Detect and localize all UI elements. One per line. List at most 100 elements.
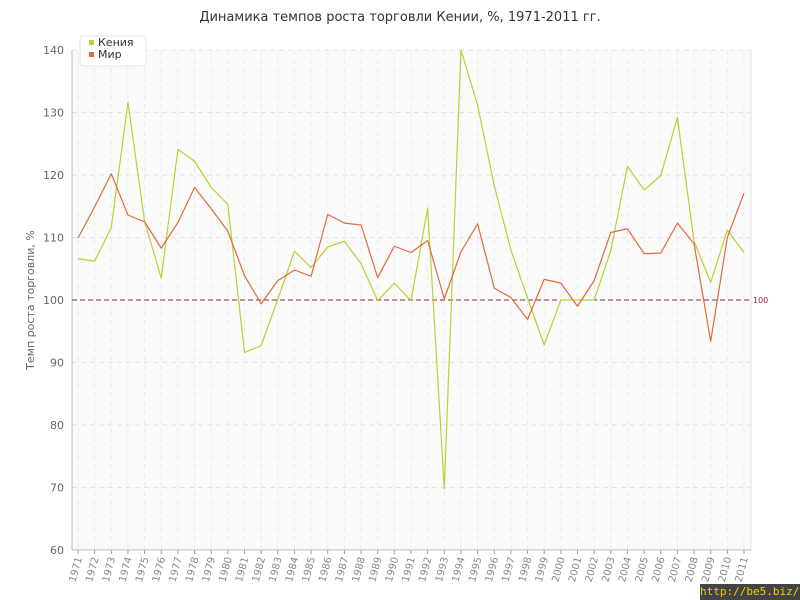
data-point <box>343 222 345 224</box>
legend-box <box>79 35 147 67</box>
x-tick-label: 1990 <box>384 556 401 583</box>
y-tick-label: 70 <box>50 482 64 495</box>
data-point <box>193 186 195 188</box>
x-tick-label: 2010 <box>717 556 734 583</box>
data-point <box>676 116 678 118</box>
x-tick-label: 1989 <box>367 556 384 583</box>
data-point <box>610 249 612 251</box>
x-tick-label: 1998 <box>517 556 534 583</box>
data-point <box>476 104 478 106</box>
data-point <box>560 282 562 284</box>
data-point <box>310 275 312 277</box>
data-point <box>560 299 562 301</box>
data-point <box>626 228 628 230</box>
data-point <box>693 243 695 245</box>
data-point <box>576 305 578 307</box>
data-point <box>293 269 295 271</box>
x-tick-label: 1988 <box>351 556 368 583</box>
data-point <box>160 277 162 279</box>
x-tick-label: 2001 <box>567 556 584 583</box>
data-point <box>210 208 212 210</box>
chart-title: Динамика темпов роста торговли Кении, %,… <box>199 10 601 25</box>
x-tick-label: 2004 <box>617 556 634 583</box>
legend-swatch <box>89 52 94 57</box>
x-tick-label: 1978 <box>184 556 201 583</box>
x-tick-label: 1995 <box>467 556 484 583</box>
x-tick-label: 2009 <box>700 556 717 583</box>
data-point <box>743 192 745 194</box>
data-point <box>327 213 329 215</box>
data-point <box>710 281 712 283</box>
data-point <box>743 251 745 253</box>
data-point <box>93 260 95 262</box>
x-tick-label: 1984 <box>284 556 301 583</box>
y-tick-label: 60 <box>50 544 64 557</box>
data-point <box>127 214 129 216</box>
data-point <box>526 297 528 299</box>
y-tick-label: 130 <box>43 107 64 120</box>
series-line-kenya <box>77 49 745 490</box>
data-point <box>360 263 362 265</box>
x-tick-label: 2011 <box>734 556 751 583</box>
data-point <box>726 229 728 231</box>
data-point <box>343 240 345 242</box>
x-tick-label: 1973 <box>101 556 118 583</box>
data-point <box>127 101 129 103</box>
data-point <box>593 299 595 301</box>
data-point <box>210 186 212 188</box>
data-point <box>260 303 262 305</box>
data-point <box>526 318 528 320</box>
data-point <box>610 231 612 233</box>
x-tick-label: 1977 <box>168 556 185 583</box>
data-point <box>310 266 312 268</box>
data-point <box>393 282 395 284</box>
data-point <box>410 251 412 253</box>
y-tick-label: 90 <box>50 357 64 370</box>
data-point <box>227 203 229 205</box>
x-tick-label: 1975 <box>134 556 151 583</box>
x-tick-label: 1976 <box>151 556 168 583</box>
watermark-link[interactable]: http://be5.biz/ <box>700 584 800 600</box>
series-lines <box>77 49 745 490</box>
x-tick-label: 1972 <box>84 556 101 583</box>
data-point <box>643 189 645 191</box>
data-point <box>726 236 728 238</box>
data-point <box>277 298 279 300</box>
x-tick-label: 2000 <box>551 556 568 583</box>
data-point <box>77 258 79 260</box>
data-point <box>460 49 462 51</box>
x-tick-label: 1971 <box>68 556 85 583</box>
y-tick-label: 110 <box>43 232 64 245</box>
legend-label: Кения <box>98 36 134 49</box>
data-point <box>377 299 379 301</box>
data-point <box>593 279 595 281</box>
axes <box>71 50 752 554</box>
data-point <box>293 250 295 252</box>
x-tick-label: 1993 <box>434 556 451 583</box>
data-point <box>510 249 512 251</box>
x-tick-label: 2008 <box>684 556 701 583</box>
x-tick-label: 1992 <box>417 556 434 583</box>
data-point <box>243 274 245 276</box>
data-point <box>493 184 495 186</box>
reference-line-label: 100 <box>753 296 768 305</box>
x-tick-label: 2007 <box>667 556 684 583</box>
data-point <box>143 221 145 223</box>
legend-swatch <box>89 40 94 45</box>
data-point <box>410 299 412 301</box>
x-tick-label: 1982 <box>251 556 268 583</box>
data-point <box>460 251 462 253</box>
data-point <box>77 237 79 239</box>
data-point <box>493 287 495 289</box>
x-tick-label: 1994 <box>451 556 468 583</box>
data-point <box>543 344 545 346</box>
data-point <box>443 298 445 300</box>
series-line-world <box>77 173 745 342</box>
data-point <box>426 207 428 209</box>
data-point <box>476 223 478 225</box>
data-point <box>277 279 279 281</box>
y-tick-label: 100 <box>43 294 64 307</box>
x-tick-label: 1996 <box>484 556 501 583</box>
